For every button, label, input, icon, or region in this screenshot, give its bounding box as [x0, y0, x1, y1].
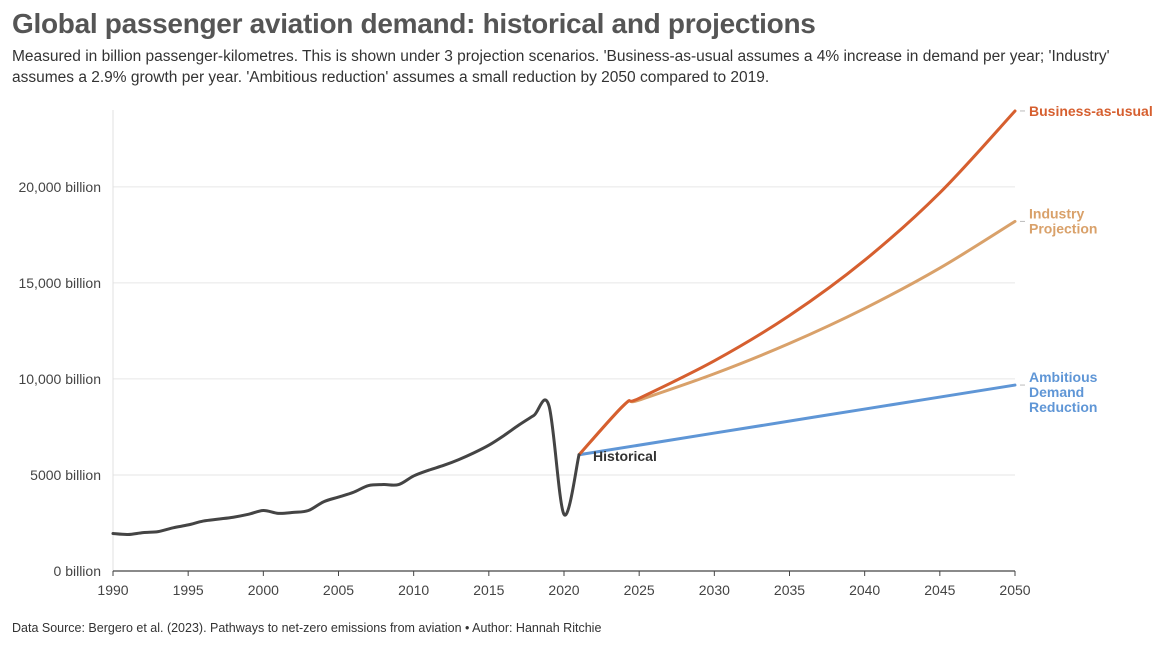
x-tick-label: 1990 [97, 582, 128, 598]
x-tick-label: 2035 [774, 582, 805, 598]
series-line-historical [111, 398, 581, 537]
x-tick-label: 2010 [398, 582, 429, 598]
y-tick-label: 10,000 billion [18, 371, 101, 387]
series-label: Industry Projection [1029, 205, 1097, 236]
x-tick-label: 2000 [248, 582, 279, 598]
x-tick-label: 2050 [999, 582, 1030, 598]
source-note: Data Source: Bergero et al. (2023). Path… [12, 621, 602, 635]
series-label-historical: Historical [593, 448, 657, 464]
series-line-business-as-usual [577, 109, 1017, 457]
series-label-line: Projection [1029, 220, 1097, 236]
chart-title: Global passenger aviation demand: histor… [12, 8, 816, 39]
x-tick-label: 2040 [849, 582, 880, 598]
series-lines [111, 109, 1017, 537]
series-labels: Business-as-usual Industry Projection Ambit… [593, 103, 1153, 464]
y-tick-label: 20,000 billion [18, 179, 101, 195]
y-tick-label: 5000 billion [30, 467, 101, 483]
series-label-line: Business-as-usual [1029, 103, 1153, 119]
x-tick-label: 1995 [173, 582, 204, 598]
chart-subtitle: Measured in billion passenger-kilometres… [12, 48, 1110, 86]
x-tick-label: 2045 [924, 582, 955, 598]
series-label: Business-as-usual [1029, 103, 1153, 119]
x-tick-label: 2020 [548, 582, 579, 598]
x-tick-label: 2005 [323, 582, 354, 598]
axes: 0 billion 5000 billion 10,000 billion 15,00… [18, 110, 1031, 598]
x-tick-label: 2030 [699, 582, 730, 598]
series-label: Ambitious Demand Reduction [1029, 369, 1098, 415]
y-tick-label: 0 billion [54, 563, 101, 579]
gridlines [113, 186, 1015, 476]
series-label-line: Demand [1029, 384, 1084, 400]
series-label-line: Ambitious [1029, 369, 1098, 385]
x-tick-label: 2025 [624, 582, 655, 598]
series-line-ambitious-demand-reduction [577, 383, 1017, 457]
y-tick-label: 15,000 billion [18, 275, 101, 291]
series-label-line: Reduction [1029, 399, 1097, 415]
x-tick-label: 2015 [473, 582, 504, 598]
series-label-line: Industry [1029, 205, 1084, 221]
